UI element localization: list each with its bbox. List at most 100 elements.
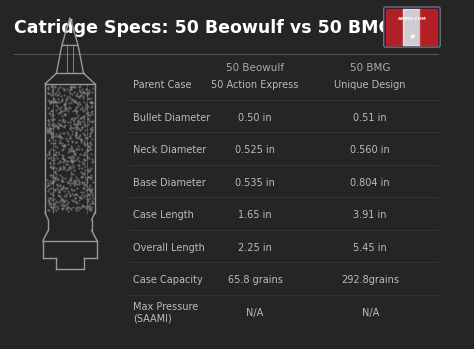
Point bbox=[68, 125, 75, 130]
Point bbox=[66, 133, 74, 139]
Point bbox=[47, 131, 55, 136]
Point bbox=[55, 117, 63, 122]
Point bbox=[86, 174, 94, 179]
Point bbox=[80, 119, 88, 125]
Point bbox=[52, 91, 59, 97]
Point bbox=[50, 189, 57, 194]
Text: N/A: N/A bbox=[362, 307, 379, 318]
Point bbox=[69, 158, 77, 164]
Point bbox=[48, 157, 56, 163]
Point bbox=[78, 202, 86, 208]
Point bbox=[48, 180, 56, 186]
Point bbox=[57, 198, 65, 203]
Point bbox=[49, 85, 56, 90]
Text: Bullet Diameter: Bullet Diameter bbox=[133, 113, 210, 123]
Point bbox=[84, 121, 92, 127]
Point bbox=[46, 148, 53, 154]
Point bbox=[56, 166, 64, 172]
Point bbox=[61, 142, 68, 148]
Text: Overall Length: Overall Length bbox=[133, 243, 205, 253]
Point bbox=[51, 123, 58, 128]
Point bbox=[64, 166, 72, 172]
Point bbox=[81, 113, 88, 118]
Point bbox=[51, 99, 58, 104]
Point bbox=[81, 117, 88, 122]
Point bbox=[68, 97, 76, 102]
Point bbox=[84, 110, 92, 115]
Point bbox=[66, 192, 74, 198]
Point bbox=[54, 176, 61, 181]
Point bbox=[61, 122, 69, 128]
FancyBboxPatch shape bbox=[384, 7, 440, 47]
Point bbox=[80, 186, 88, 191]
Point bbox=[87, 127, 94, 132]
Point bbox=[47, 129, 55, 135]
Point bbox=[80, 190, 87, 195]
Point bbox=[83, 154, 91, 159]
Point bbox=[79, 93, 87, 98]
Point bbox=[76, 151, 83, 157]
Point bbox=[73, 192, 81, 198]
Point bbox=[45, 183, 53, 188]
Point bbox=[63, 162, 70, 167]
Point bbox=[81, 140, 88, 146]
Point bbox=[63, 179, 71, 185]
Point bbox=[68, 139, 76, 145]
Point bbox=[58, 178, 65, 184]
Point bbox=[49, 192, 57, 198]
Point bbox=[61, 106, 69, 111]
Point bbox=[52, 99, 59, 105]
Point bbox=[51, 123, 59, 129]
Point bbox=[50, 151, 58, 157]
Point bbox=[56, 122, 64, 127]
Point bbox=[67, 186, 75, 192]
Point bbox=[46, 201, 53, 207]
Bar bbox=[420, 9, 438, 45]
Point bbox=[48, 122, 56, 128]
Point bbox=[45, 188, 52, 194]
Point bbox=[74, 118, 82, 124]
Point bbox=[88, 141, 95, 147]
Point bbox=[54, 187, 62, 193]
Point bbox=[73, 178, 80, 184]
Point bbox=[81, 157, 88, 163]
Point bbox=[58, 196, 65, 202]
Point bbox=[72, 115, 79, 121]
Point bbox=[72, 98, 79, 104]
Point bbox=[69, 117, 77, 123]
Point bbox=[81, 149, 89, 155]
Point bbox=[82, 164, 89, 169]
Point bbox=[72, 129, 80, 134]
Point bbox=[71, 191, 79, 197]
Point bbox=[88, 207, 95, 213]
Point bbox=[47, 172, 55, 178]
Point bbox=[44, 152, 51, 158]
Point bbox=[87, 130, 94, 135]
Point bbox=[49, 135, 56, 141]
Point bbox=[54, 99, 61, 105]
Point bbox=[51, 174, 58, 180]
Point bbox=[44, 97, 52, 103]
Point bbox=[73, 90, 81, 95]
Point bbox=[74, 117, 82, 122]
Point bbox=[87, 187, 94, 192]
Point bbox=[55, 151, 63, 157]
Point bbox=[52, 122, 59, 127]
Point bbox=[72, 105, 80, 111]
Point bbox=[57, 202, 65, 207]
Point bbox=[75, 119, 82, 125]
Point bbox=[80, 181, 88, 187]
Point bbox=[46, 191, 54, 196]
Point bbox=[77, 116, 84, 121]
Point bbox=[49, 118, 56, 123]
Point bbox=[76, 87, 83, 92]
Point bbox=[55, 189, 63, 195]
Point bbox=[71, 107, 79, 113]
Point bbox=[46, 100, 54, 105]
Point bbox=[67, 174, 75, 180]
Point bbox=[74, 143, 82, 149]
Point bbox=[76, 132, 84, 138]
Point bbox=[72, 174, 80, 180]
Point bbox=[48, 165, 56, 170]
Point bbox=[72, 84, 79, 90]
